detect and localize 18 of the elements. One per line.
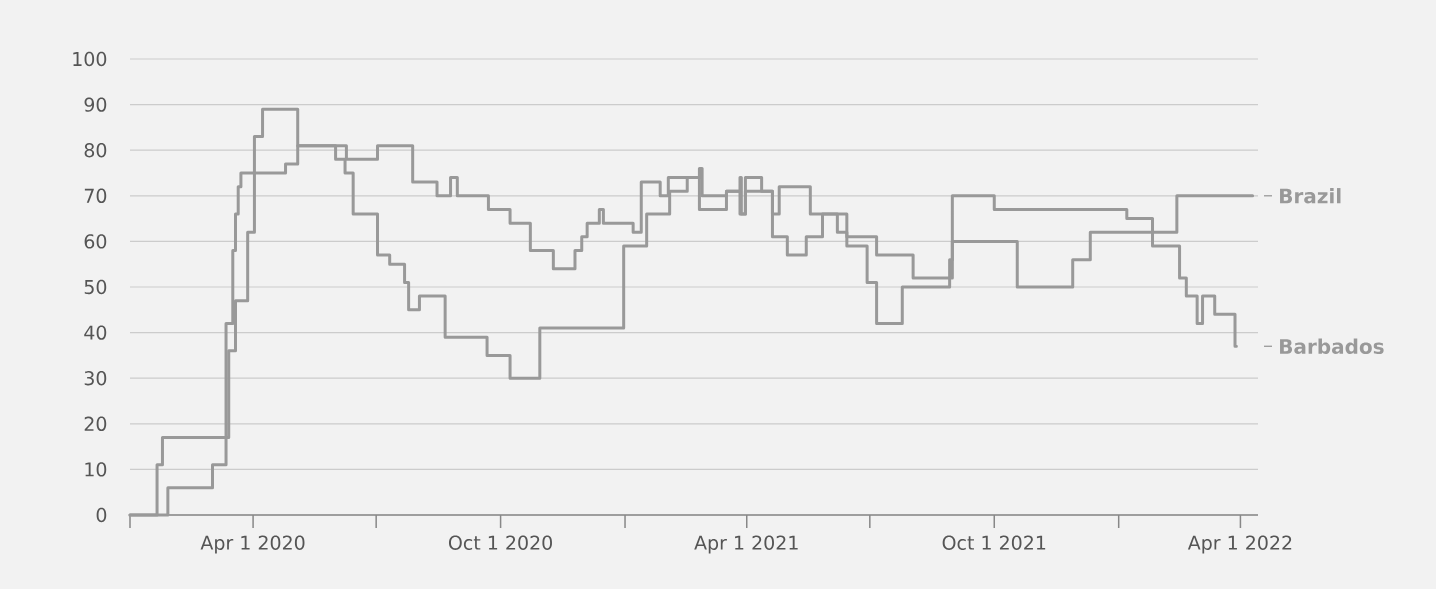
y-tick-label: 60 xyxy=(84,234,107,249)
x-tick-label: Apr 1 2020 xyxy=(200,535,305,554)
y-tick-label: 100 xyxy=(73,51,107,67)
x-tick-label: Apr 1 2022 xyxy=(1187,535,1292,554)
y-tick-label: 30 xyxy=(84,371,107,386)
y-tick-label: 80 xyxy=(84,143,107,158)
y-tick-label: 70 xyxy=(84,188,107,203)
y-tick-label: 40 xyxy=(84,325,107,340)
y-tick-label: 0 xyxy=(96,507,107,523)
x-tick-label: Apr 1 2021 xyxy=(694,535,798,554)
x-tick-label: Oct 1 2020 xyxy=(448,535,552,550)
legend-label: Brazil xyxy=(1280,188,1341,204)
x-tick-label: Oct 1 2021 xyxy=(942,535,1046,550)
y-tick-label: 90 xyxy=(84,97,107,112)
legend-label: Barbados xyxy=(1280,338,1384,355)
y-tick-label: 50 xyxy=(84,279,107,295)
y-tick-label: 20 xyxy=(84,416,107,431)
y-tick-label: 10 xyxy=(85,462,107,477)
